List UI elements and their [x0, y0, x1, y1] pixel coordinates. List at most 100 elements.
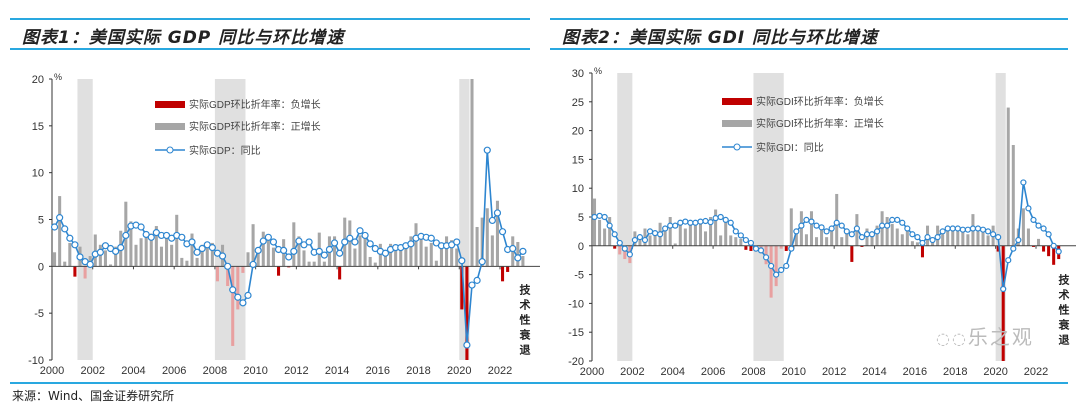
yoy-point [636, 234, 644, 241]
yoy-point [56, 214, 64, 222]
bar-negative [215, 266, 219, 282]
yoy-point [692, 219, 699, 226]
yoy-point [828, 225, 835, 232]
yoy-point [50, 223, 59, 231]
yoy-point [514, 254, 522, 262]
wechat-icon: ◌◌ [936, 329, 968, 348]
yoy-point [641, 236, 649, 244]
yoy-point [873, 228, 881, 235]
bar-positive [190, 233, 194, 267]
yoy-point [193, 248, 201, 256]
bar-positive [845, 231, 849, 246]
yoy-point [325, 245, 334, 254]
bar-negative [465, 266, 469, 360]
bar-positive [450, 240, 454, 267]
bar-positive [307, 261, 311, 267]
bar-positive [439, 245, 443, 267]
yoy-point [833, 219, 840, 226]
yoy-point [899, 219, 906, 226]
x-tick-label: 2016 [366, 365, 390, 377]
yoy-point [984, 228, 992, 235]
yoy-point [259, 237, 267, 245]
bar-negative [73, 266, 77, 277]
watermark: ◌◌乐之观 [936, 326, 1034, 350]
yoy-point [591, 213, 598, 221]
bar-positive [815, 237, 819, 246]
yoy-point [285, 253, 293, 261]
bar-positive [475, 226, 479, 267]
watermark-text: 乐之观 [967, 325, 1034, 349]
yoy-point [137, 223, 145, 231]
x-tick-label: 2018 [406, 365, 430, 377]
yoy-point [478, 258, 486, 266]
yoy-point [626, 251, 633, 258]
bar-positive [185, 260, 189, 267]
yoy-point [762, 254, 770, 261]
bar-negative [1031, 245, 1035, 247]
yoy-point [707, 219, 714, 226]
yoy-point [76, 253, 84, 261]
yoy-point [117, 244, 125, 252]
yoy-point [1050, 242, 1057, 249]
y-tick-label: -5 [574, 270, 584, 282]
yoy-point [1055, 248, 1062, 255]
bar-positive [890, 223, 894, 246]
legend-neg: 实际GDP环比折年率：负增长 [189, 98, 321, 111]
y-tick-label: -5 [34, 308, 44, 320]
yoy-point [868, 231, 876, 238]
bar-positive [1026, 228, 1030, 246]
yoy-point [208, 244, 216, 252]
bar-positive [261, 231, 265, 267]
x-tick-label: 2008 [203, 365, 227, 377]
bar-positive [455, 248, 459, 267]
bar-negative [226, 266, 230, 287]
bar-positive [419, 235, 423, 267]
yoy-point [904, 225, 911, 232]
yoy-point [1025, 205, 1032, 212]
yoy-point [147, 233, 155, 241]
yoy-point [218, 252, 227, 260]
yoy-point [858, 234, 866, 241]
yoy-point [657, 231, 664, 238]
bar-positive [266, 238, 270, 267]
yoy-point [356, 227, 364, 235]
bar-negative [860, 245, 864, 247]
x-tick-label: 2002 [620, 366, 644, 378]
x-tick-label: 2010 [243, 365, 267, 377]
bar-positive [870, 231, 874, 246]
y-tick-label: 20 [32, 74, 44, 86]
yoy-point [198, 244, 206, 253]
chart2-annotation: 技术性衰退 [1057, 274, 1070, 349]
bar-positive [895, 228, 899, 246]
yoy-point [808, 218, 815, 225]
bar-positive [378, 243, 382, 267]
yoy-point [239, 299, 247, 307]
yoy-point [264, 233, 272, 241]
bar-positive [688, 223, 692, 246]
yoy-point [463, 341, 471, 349]
bar-negative [501, 266, 505, 282]
bar-positive [905, 229, 909, 246]
yoy-point [290, 247, 298, 255]
yoy-point [889, 216, 896, 223]
yoy-point [757, 247, 765, 254]
yoy-point [894, 216, 901, 223]
recession-band [995, 73, 1006, 361]
yoy-point [954, 225, 961, 232]
bar-positive [809, 211, 813, 246]
yoy-point [381, 249, 390, 257]
recession-band [617, 73, 633, 361]
bar-positive [966, 234, 970, 246]
bar-positive [714, 209, 718, 246]
bar-negative [774, 245, 778, 287]
bar-positive [165, 234, 169, 267]
bar-positive [734, 237, 738, 246]
bar-negative [1042, 245, 1046, 252]
bar-positive [373, 262, 377, 267]
yoy-point [853, 225, 860, 232]
bar-positive [333, 236, 337, 267]
bar-positive [956, 231, 960, 246]
y-tick-label: 15 [32, 121, 44, 133]
bar-positive [820, 228, 824, 246]
bar-positive [915, 242, 919, 246]
